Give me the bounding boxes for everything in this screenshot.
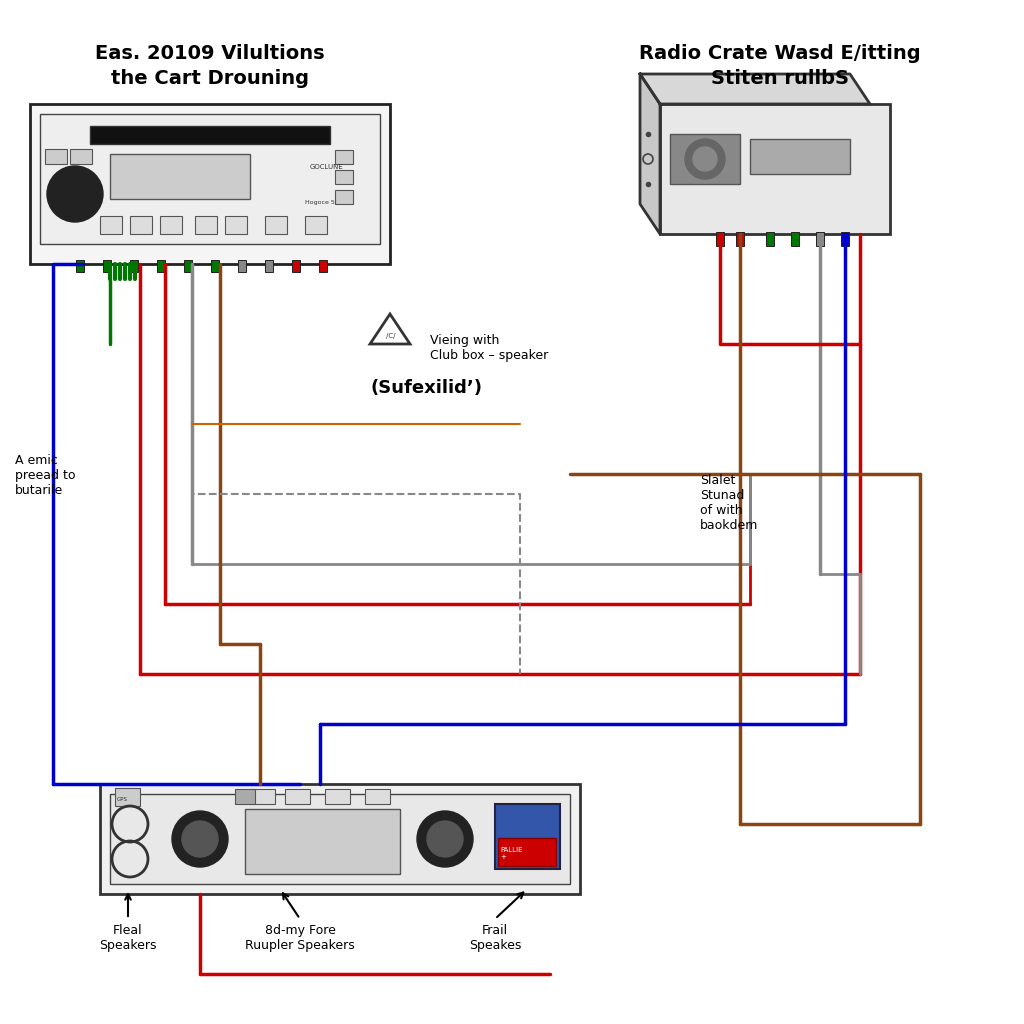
Bar — [265, 260, 273, 272]
Circle shape — [182, 821, 218, 857]
Bar — [115, 788, 140, 806]
Circle shape — [47, 166, 103, 222]
Text: Slalet
Stunad
of with
baokdem: Slalet Stunad of with baokdem — [700, 474, 759, 532]
Circle shape — [427, 821, 463, 857]
Bar — [100, 216, 122, 234]
Bar — [816, 232, 824, 246]
Bar — [335, 190, 353, 204]
Bar — [716, 232, 724, 246]
Bar — [238, 260, 246, 272]
Bar — [76, 260, 84, 272]
Bar — [305, 216, 327, 234]
Text: A emic
preead to
butarile: A emic preead to butarile — [15, 454, 76, 497]
Bar — [130, 216, 152, 234]
Polygon shape — [640, 74, 870, 104]
Bar — [30, 104, 390, 264]
Text: Hogoce 5:: Hogoce 5: — [305, 200, 337, 205]
Circle shape — [693, 147, 717, 171]
Text: GOCLUNE: GOCLUNE — [310, 164, 344, 170]
Bar — [90, 126, 330, 144]
Bar — [130, 260, 138, 272]
Polygon shape — [640, 74, 660, 234]
Bar — [766, 232, 774, 246]
Bar — [234, 790, 255, 804]
Bar — [736, 232, 744, 246]
Bar — [660, 104, 890, 234]
Bar — [319, 260, 327, 272]
Bar — [100, 784, 580, 894]
Bar — [841, 232, 849, 246]
Bar — [750, 139, 850, 174]
Circle shape — [172, 811, 228, 867]
Bar — [110, 794, 570, 884]
Bar — [110, 154, 250, 199]
Bar — [791, 232, 799, 246]
Bar — [184, 260, 193, 272]
Bar — [103, 260, 111, 272]
Bar — [292, 260, 300, 272]
Bar — [365, 790, 390, 804]
Text: Fleal
Speakers: Fleal Speakers — [99, 924, 157, 952]
Text: Radio Crate Wasd E/itting
Stiten rullbS: Radio Crate Wasd E/itting Stiten rullbS — [639, 44, 921, 88]
Text: (Sufexilidʼ): (Sufexilidʼ) — [370, 379, 482, 397]
Bar — [225, 216, 247, 234]
Circle shape — [417, 811, 473, 867]
Text: /C/: /C/ — [386, 333, 395, 339]
Bar — [40, 114, 380, 244]
Text: Eas. 20109 Vilultions
the Cart Drouning: Eas. 20109 Vilultions the Cart Drouning — [95, 44, 325, 88]
Text: GPS: GPS — [117, 797, 128, 802]
Bar — [335, 170, 353, 184]
Bar — [335, 150, 353, 164]
Text: PALLIE
+: PALLIE + — [500, 847, 522, 860]
Bar — [157, 260, 165, 272]
Bar — [160, 216, 182, 234]
Bar — [498, 838, 556, 866]
Text: Vieing with
Club box – speaker: Vieing with Club box – speaker — [430, 334, 548, 362]
Bar — [195, 216, 217, 234]
Bar — [45, 150, 67, 164]
Bar — [250, 790, 275, 804]
Bar — [211, 260, 219, 272]
Text: 8d-my Fore
Ruupler Speakers: 8d-my Fore Ruupler Speakers — [245, 924, 355, 952]
Bar — [285, 790, 310, 804]
Bar — [670, 134, 740, 184]
Bar — [495, 804, 560, 869]
Bar — [325, 790, 350, 804]
Bar — [245, 809, 400, 874]
Bar — [70, 150, 92, 164]
Bar — [265, 216, 287, 234]
Circle shape — [685, 139, 725, 179]
Text: Frail
Speakes: Frail Speakes — [469, 924, 521, 952]
